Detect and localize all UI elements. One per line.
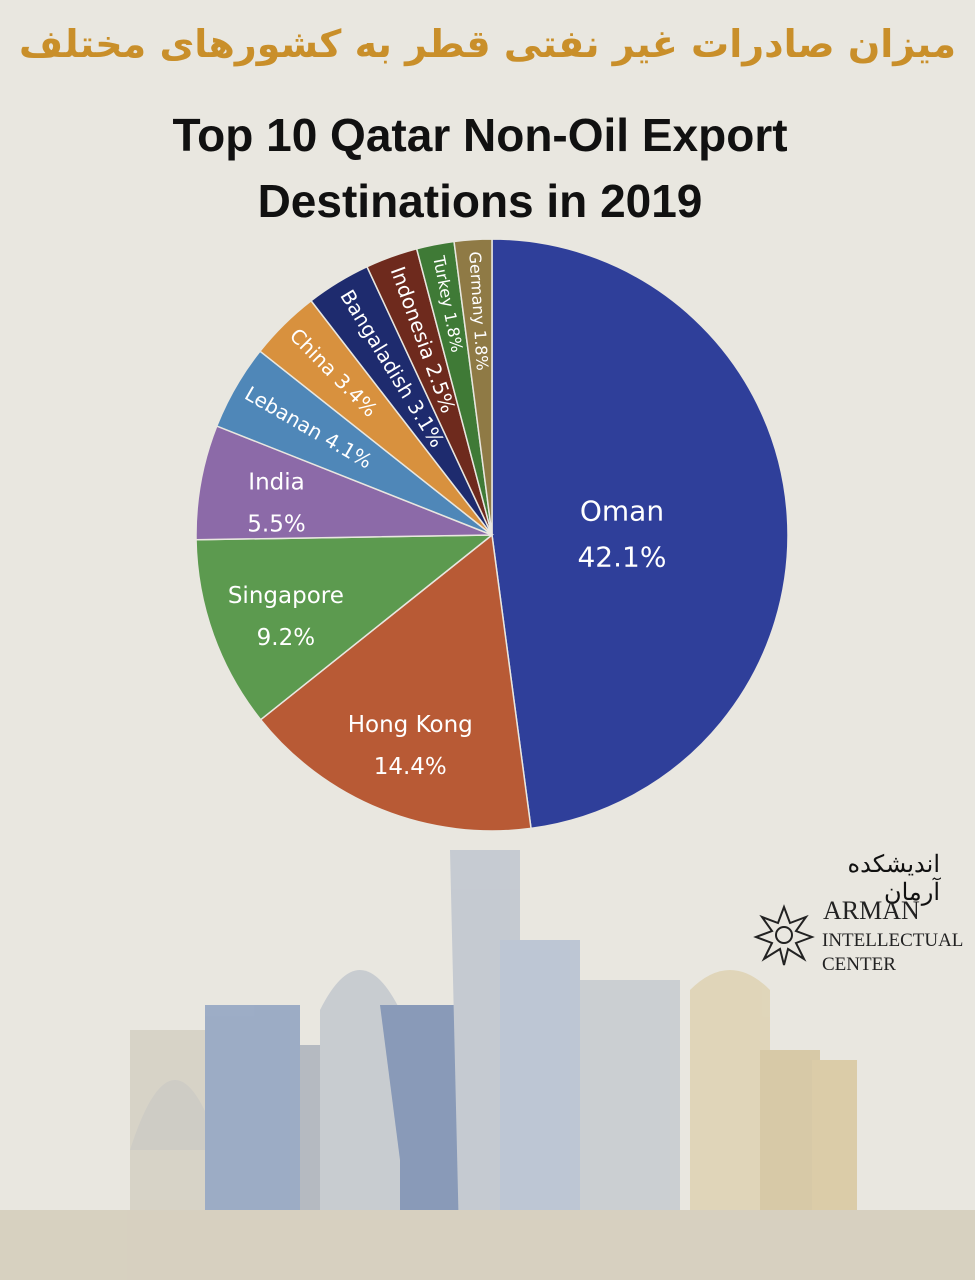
logo-text-intellectual: INTELLECTUAL [822, 930, 964, 951]
chart-title-line-2: Destinations in 2019 [257, 175, 703, 227]
skyline-building [320, 970, 400, 1280]
chart-title-line-1: Top 10 Qatar Non-Oil Export [172, 109, 788, 161]
skyline-building [130, 1080, 220, 1150]
slice-label-hong-kong: Hong Kong 14.4% [348, 712, 473, 780]
slice-label-india: India 5.5% [247, 470, 305, 538]
logo-text-center: CENTER [822, 954, 896, 975]
slice-label-singapore: Singapore 9.2% [228, 583, 344, 651]
logo-persian-name: اندیشکده آرمان [847, 850, 940, 906]
pie-slice-india [195, 425, 493, 541]
persian-title: میزان صادرات غیر نفتی قطر به کشورهای مخت… [19, 22, 956, 66]
arman-logo-icon [753, 904, 815, 966]
pie-slice-oman [491, 238, 789, 830]
skyline-building [690, 970, 770, 1280]
pie-slice-hong-kong [259, 533, 532, 832]
city-skyline-illustration [0, 850, 975, 1280]
chart-title: Top 10 Qatar Non-Oil Export Destinations… [120, 102, 840, 234]
slice-label-oman: Oman 42.1% [577, 494, 666, 573]
pie-chart: Oman 42.1% Hong Kong 14.4%Singapore 9.2% Indi… [195, 238, 789, 832]
logo-text-arman: ARMAN [823, 896, 920, 925]
pie-slice-singapore [195, 534, 495, 721]
pie-slice-germany [453, 238, 493, 536]
skyline-ground [0, 1210, 975, 1280]
